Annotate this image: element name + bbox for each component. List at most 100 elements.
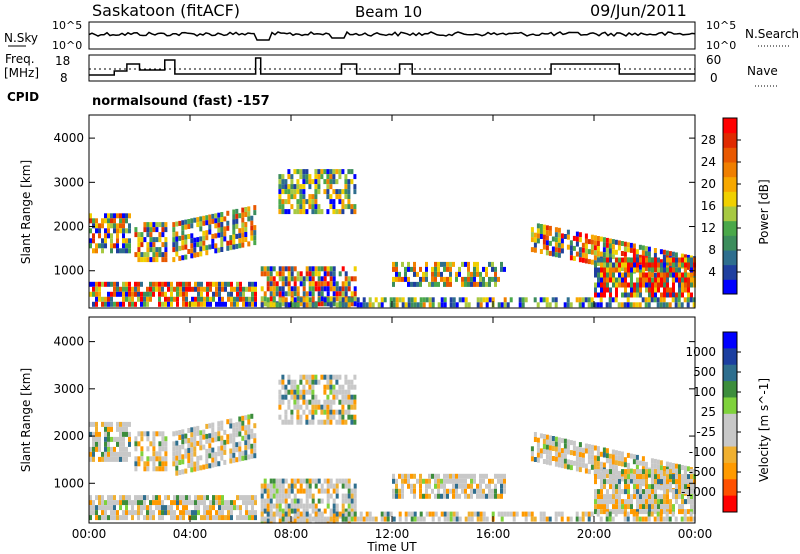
velocity-cell: [278, 493, 282, 499]
velocity-cell: [251, 500, 254, 506]
velocity-cell: [627, 479, 630, 485]
power-cell: [158, 222, 162, 228]
power-cell: [338, 291, 342, 297]
velocity-cell: [347, 493, 351, 499]
velocity-cell: [203, 515, 206, 521]
power-cell: [239, 286, 242, 292]
power-cell: [533, 232, 537, 238]
velocity-cell: [140, 436, 144, 442]
velocity-cell: [618, 494, 621, 500]
power-cell: [137, 281, 140, 287]
velocity-cell: [104, 426, 107, 432]
velocity-cell: [618, 489, 621, 495]
power-cell: [636, 277, 639, 283]
velocity-cell: [341, 404, 345, 410]
power-cell: [464, 302, 468, 308]
velocity-cell: [278, 389, 282, 395]
velocity-cell: [545, 434, 549, 440]
velocity-cell: [666, 504, 669, 510]
velocity-cell: [293, 399, 297, 405]
power-cell: [220, 222, 224, 227]
velocity-cell: [95, 436, 98, 442]
velocity-cell: [605, 516, 609, 522]
power-cell: [152, 291, 155, 297]
velocity-cell: [238, 451, 242, 457]
velocity-cell: [293, 493, 297, 499]
power-cell: [137, 237, 141, 243]
power-cell: [158, 301, 161, 307]
velocity-cell: [329, 389, 333, 395]
power-cell: [184, 234, 188, 240]
freq-unit: [MHz]: [4, 66, 39, 80]
power-cell: [290, 291, 294, 297]
velocity-cell: [686, 466, 690, 472]
power-cell: [597, 277, 600, 283]
velocity-cell: [624, 474, 627, 480]
velocity-cell: [419, 473, 422, 479]
power-cell: [678, 287, 681, 293]
power-cell: [530, 237, 534, 243]
power-cell: [305, 266, 309, 272]
velocity-cell: [587, 454, 591, 460]
power-cell: [293, 169, 297, 175]
power-cell: [217, 217, 221, 223]
velocity-cell: [551, 456, 555, 461]
velocity-cell: [467, 493, 470, 499]
velocity-cell: [645, 469, 648, 475]
velocity-cell: [476, 516, 480, 522]
velocity-cell: [172, 431, 176, 437]
power-cell: [140, 291, 143, 297]
velocity-cell: [194, 515, 197, 521]
velocity-cell: [647, 516, 651, 522]
velocity-cell: [618, 484, 621, 490]
power-cell: [296, 204, 300, 210]
velocity-cell: [554, 446, 558, 452]
power-cell: [281, 271, 285, 277]
velocity-cell: [326, 374, 330, 380]
velocity-cell: [260, 498, 264, 504]
velocity-cell: [437, 473, 440, 479]
power-cell: [618, 262, 621, 268]
power-cell: [395, 302, 399, 308]
power-cell: [182, 286, 185, 292]
velocity-cell: [611, 464, 615, 470]
velocity-cell: [669, 499, 672, 505]
velocity-cell: [281, 374, 285, 380]
velocity-cell: [626, 511, 630, 517]
power-cell: [566, 302, 570, 308]
velocity-cell: [663, 479, 666, 485]
power-cell: [194, 301, 197, 307]
power-cell: [353, 174, 357, 180]
power-cell: [581, 247, 585, 253]
velocity-cell: [125, 495, 128, 501]
velocity-cell: [326, 493, 330, 499]
power-cell: [407, 261, 410, 267]
power-cell: [175, 251, 179, 257]
power-cell: [194, 286, 197, 292]
power-cell: [314, 204, 318, 210]
power-cell: [131, 291, 134, 297]
power-cell: [690, 282, 693, 288]
power-cell: [113, 213, 116, 219]
velocity-cell: [122, 500, 125, 506]
power-cell: [137, 242, 141, 248]
velocity-cell: [623, 462, 627, 468]
power-cell: [254, 291, 257, 297]
power-cell: [193, 237, 197, 243]
power-cell: [467, 302, 471, 308]
velocity-cell: [278, 503, 282, 509]
velocity-cell: [350, 379, 354, 385]
power-cell: [196, 242, 200, 248]
velocity-cell: [437, 493, 440, 499]
velocity-cell: [107, 426, 110, 432]
velocity-cell: [635, 511, 639, 517]
velocity-cell: [98, 505, 101, 511]
power-cell: [302, 184, 306, 190]
velocity-cell: [536, 437, 540, 443]
velocity-cell: [684, 484, 687, 490]
power-cell: [344, 179, 348, 185]
velocity-cell: [434, 478, 437, 484]
freq-series: [89, 57, 695, 76]
power-cell: [329, 204, 333, 210]
power-cell: [134, 291, 137, 297]
